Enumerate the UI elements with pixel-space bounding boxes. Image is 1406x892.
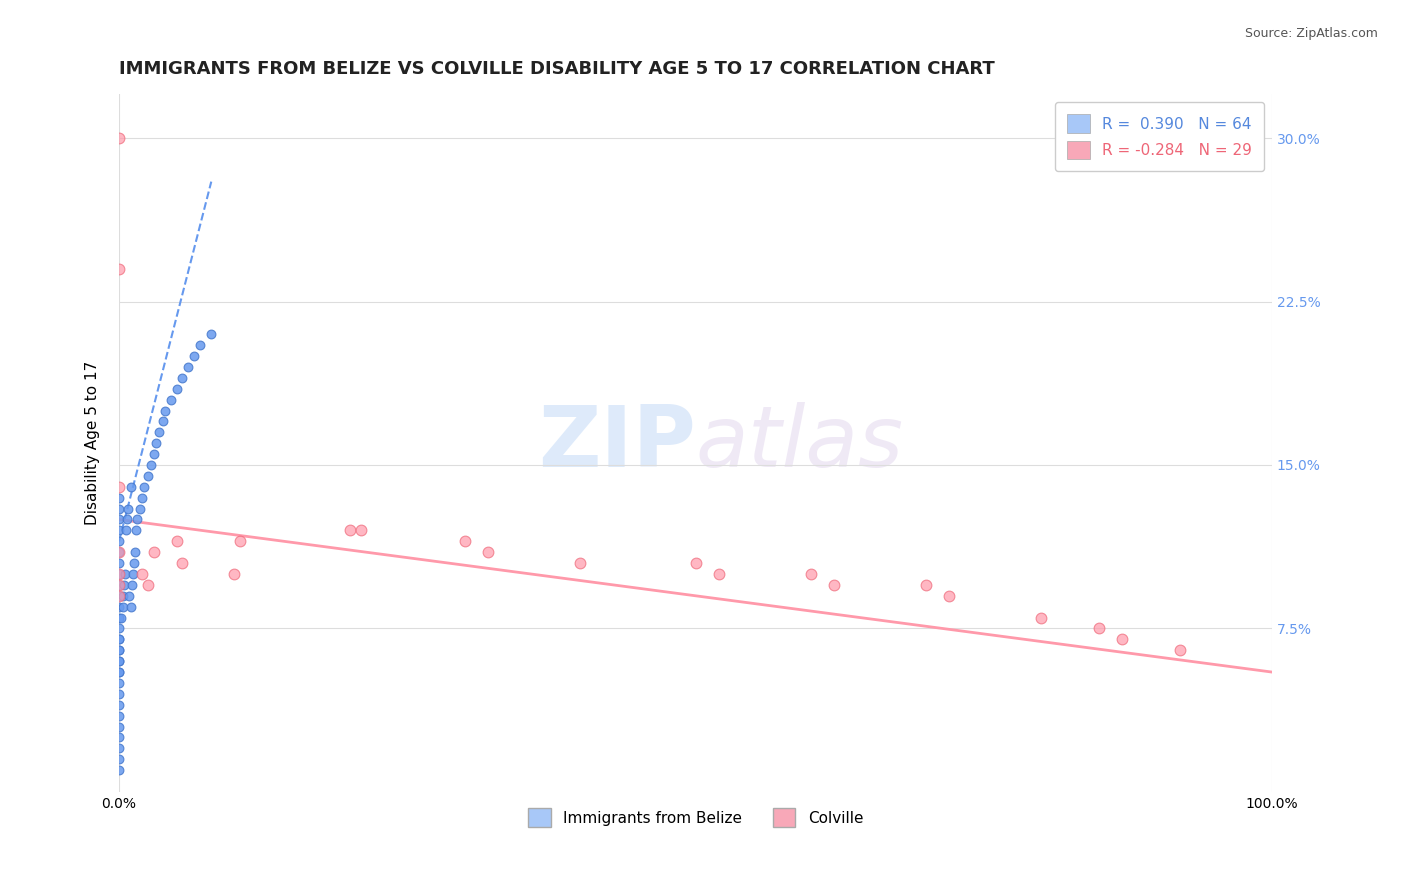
Point — [110, 610, 132, 624]
Point — [108, 752, 131, 766]
Point — [124, 545, 146, 559]
Y-axis label: Disability Age 5 to 17: Disability Age 5 to 17 — [86, 361, 100, 525]
Point — [685, 556, 707, 570]
Point — [823, 578, 845, 592]
Point — [153, 403, 176, 417]
Point — [188, 338, 211, 352]
Point — [122, 566, 145, 581]
Point — [142, 447, 165, 461]
Point — [200, 327, 222, 342]
Text: IMMIGRANTS FROM BELIZE VS COLVILLE DISABILITY AGE 5 TO 17 CORRELATION CHART: IMMIGRANTS FROM BELIZE VS COLVILLE DISAB… — [120, 60, 995, 78]
Point — [166, 534, 188, 549]
Point — [108, 632, 131, 647]
Point — [108, 654, 131, 668]
Point — [1168, 643, 1191, 657]
Point — [229, 534, 252, 549]
Point — [111, 599, 134, 614]
Point — [108, 578, 131, 592]
Text: Source: ZipAtlas.com: Source: ZipAtlas.com — [1244, 27, 1378, 40]
Point — [117, 501, 139, 516]
Point — [707, 566, 730, 581]
Point — [108, 589, 131, 603]
Point — [108, 556, 131, 570]
Point — [114, 566, 136, 581]
Point — [131, 566, 153, 581]
Point — [120, 480, 142, 494]
Point — [112, 578, 135, 592]
Point — [108, 687, 131, 701]
Point — [108, 665, 131, 679]
Point — [136, 469, 159, 483]
Point — [350, 524, 373, 538]
Point — [108, 676, 131, 690]
Point — [134, 480, 156, 494]
Point — [152, 414, 174, 428]
Point — [145, 436, 167, 450]
Point — [108, 654, 131, 668]
Point — [108, 720, 131, 734]
Point — [108, 491, 131, 505]
Point — [224, 566, 246, 581]
Point — [339, 524, 361, 538]
Point — [108, 643, 131, 657]
Point — [108, 731, 131, 745]
Point — [108, 578, 131, 592]
Point — [108, 708, 131, 723]
Point — [183, 349, 205, 363]
Point — [108, 599, 131, 614]
Point — [108, 131, 131, 145]
Point — [800, 566, 823, 581]
Point — [108, 589, 131, 603]
Text: atlas: atlas — [696, 401, 904, 484]
Point — [1088, 622, 1111, 636]
Point — [120, 599, 142, 614]
Point — [915, 578, 938, 592]
Point — [477, 545, 499, 559]
Point — [160, 392, 183, 407]
Point — [108, 512, 131, 526]
Point — [115, 524, 138, 538]
Point — [136, 578, 159, 592]
Point — [108, 501, 131, 516]
Point — [177, 359, 200, 374]
Point — [108, 261, 131, 276]
Point — [569, 556, 592, 570]
Point — [108, 566, 131, 581]
Point — [108, 741, 131, 756]
Point — [128, 501, 150, 516]
Point — [131, 491, 153, 505]
Point — [108, 566, 131, 581]
Point — [115, 512, 138, 526]
Point — [108, 665, 131, 679]
Point — [166, 382, 188, 396]
Point — [111, 589, 134, 603]
Point — [108, 643, 131, 657]
Point — [108, 610, 131, 624]
Point — [454, 534, 477, 549]
Point — [108, 632, 131, 647]
Point — [1031, 610, 1053, 624]
Point — [108, 524, 131, 538]
Point — [118, 589, 141, 603]
Point — [127, 512, 149, 526]
Point — [108, 480, 131, 494]
Point — [108, 622, 131, 636]
Point — [108, 534, 131, 549]
Point — [108, 545, 131, 559]
Point — [122, 556, 145, 570]
Point — [125, 524, 148, 538]
Text: ZIP: ZIP — [537, 401, 696, 484]
Point — [108, 545, 131, 559]
Point — [142, 545, 165, 559]
Point — [938, 589, 960, 603]
Point — [172, 556, 194, 570]
Point — [108, 698, 131, 712]
Point — [1111, 632, 1133, 647]
Point — [172, 371, 194, 385]
Point — [141, 458, 163, 472]
Point — [108, 763, 131, 777]
Point — [148, 425, 170, 440]
Legend: Immigrants from Belize, Colville: Immigrants from Belize, Colville — [522, 802, 869, 833]
Point — [121, 578, 143, 592]
